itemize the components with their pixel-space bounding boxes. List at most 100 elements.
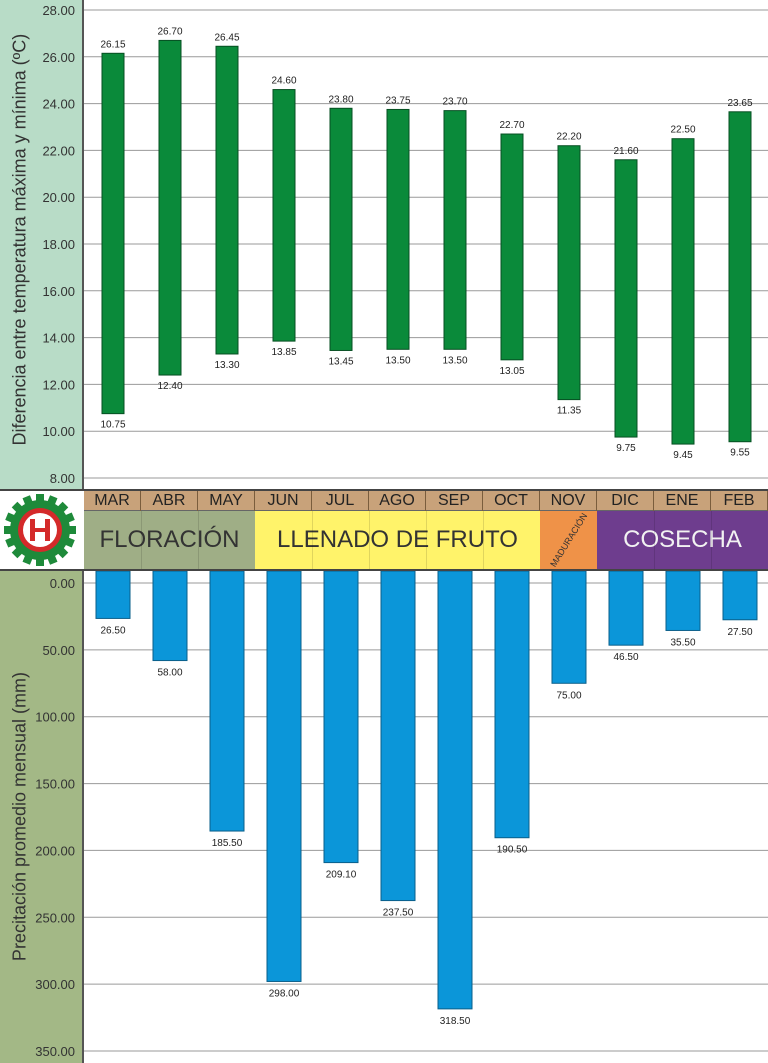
precip-value-label: 190.50: [497, 845, 528, 856]
temp-range-bar: [272, 89, 296, 342]
precipitation-chart: 0.00 50.00 100.00 150.00 200.00 250.00 300.00 3…: [35, 571, 768, 1059]
precip-bar: [494, 571, 530, 839]
month-label: AGO: [369, 491, 426, 511]
y-tick-label: 16.00: [42, 284, 75, 299]
precip-bar: [266, 571, 302, 982]
month-divider: [426, 511, 427, 569]
temp-max-label: 23.65: [727, 98, 752, 109]
months-row: MAR ABR MAY JUN JUL AGO SEP OCT NOV DIC ENE FEB: [84, 489, 768, 511]
y-tick-label: 350.00: [35, 1044, 75, 1059]
y-tick-label: 100.00: [35, 710, 75, 725]
phase-label: COSECHA: [597, 511, 768, 569]
precip-bar: [551, 571, 587, 684]
temp-max-label: 22.50: [670, 125, 695, 136]
month-label: ENE: [654, 491, 711, 511]
temp-max-label: 26.70: [157, 26, 182, 37]
temp-range-bar: [443, 110, 467, 350]
precip-value-label: 209.10: [326, 870, 357, 881]
precip-value-label: 58.00: [157, 668, 182, 679]
month-label: DIC: [597, 491, 654, 511]
y-tick-label: 250.00: [35, 910, 75, 925]
temperature-axis-panel: Diferencia entre temperatura máxima y mí…: [0, 0, 84, 489]
temp-min-label: 13.05: [499, 366, 524, 377]
precip-bar: [608, 571, 644, 646]
month-label: SEP: [426, 491, 483, 511]
phenology-band: MAR ABR MAY JUN JUL AGO SEP OCT NOV DIC ENE FEB FLO…: [0, 489, 768, 571]
month-label: JUN: [255, 491, 312, 511]
temp-range-bar: [215, 45, 239, 355]
y-tick-label: 26.00: [42, 50, 75, 65]
precip-value-label: 46.50: [613, 652, 638, 663]
temp-min-label: 11.35: [557, 406, 582, 417]
month-label: ABR: [141, 491, 198, 511]
precip-bar: [152, 571, 188, 662]
temp-min-label: 13.30: [214, 360, 239, 371]
temp-max-label: 23.80: [328, 94, 353, 105]
phases-row: FLORACIÓN LLENADO DE FRUTO MADURACIÓN COSEC…: [84, 511, 768, 571]
precip-bar: [380, 571, 416, 902]
temp-max-label: 23.75: [385, 95, 410, 106]
y-tick-label: 28.00: [42, 3, 75, 18]
month-label: FEB: [711, 491, 768, 511]
month-divider: [198, 511, 199, 569]
phase-label: LLENADO DE FRUTO: [255, 511, 540, 569]
precip-value-label: 318.50: [440, 1016, 471, 1027]
y-tick-label: 20.00: [42, 190, 75, 205]
y-tick-label: 50.00: [42, 643, 75, 658]
month-divider: [312, 511, 313, 569]
month-label: MAY: [198, 491, 255, 511]
precip-value-label: 75.00: [556, 690, 581, 701]
temp-max-label: 26.15: [100, 39, 125, 50]
month-divider: [711, 511, 712, 569]
temperature-range-chart: 8.00 10.00 12.00 14.00 16.00 18.00 20.00 22.00 2…: [42, 3, 768, 486]
phase-label: MADURACIÓN: [540, 511, 597, 569]
precipitation-axis-panel: [0, 571, 84, 1063]
temp-range-bar: [557, 145, 581, 401]
month-divider: [369, 511, 370, 569]
y-tick-label: 24.00: [42, 97, 75, 112]
temp-max-label: 21.60: [613, 146, 638, 157]
temp-min-label: 9.75: [616, 443, 636, 454]
precip-value-label: 26.50: [100, 625, 125, 636]
temp-max-label: 26.45: [214, 32, 239, 43]
precip-value-label: 185.50: [212, 838, 243, 849]
temp-min-label: 12.40: [157, 381, 182, 392]
temp-min-label: 9.55: [730, 448, 750, 459]
precip-value-label: 35.50: [670, 637, 695, 648]
month-label: JUL: [312, 491, 369, 511]
temp-range-bar: [728, 111, 752, 443]
temp-max-label: 24.60: [271, 76, 296, 87]
month-label: OCT: [483, 491, 540, 511]
month-divider: [141, 511, 142, 569]
y-tick-label: 14.00: [42, 331, 75, 346]
temp-range-bar: [614, 159, 638, 438]
y-tick-label: 12.00: [42, 377, 75, 392]
precip-bar: [437, 571, 473, 1010]
gear-emblem-icon: [4, 494, 76, 566]
y-tick-label: 18.00: [42, 237, 75, 252]
month-divider: [654, 511, 655, 569]
y-tick-label: 22.00: [42, 143, 75, 158]
y-tick-label: 150.00: [35, 777, 75, 792]
precip-bar: [722, 571, 758, 621]
precip-bar: [95, 571, 131, 619]
precip-bar: [209, 571, 245, 832]
month-divider: [483, 511, 484, 569]
precip-bar: [323, 571, 359, 864]
temp-min-label: 13.45: [328, 356, 353, 367]
temp-min-label: 10.75: [100, 420, 125, 431]
precip-value-label: 237.50: [383, 908, 414, 919]
temp-range-bar: [329, 107, 353, 351]
temp-max-label: 22.70: [499, 120, 524, 131]
temp-min-label: 13.50: [385, 355, 410, 366]
temp-min-label: 9.45: [673, 450, 693, 461]
temp-min-label: 13.50: [442, 355, 467, 366]
temp-min-label: 13.85: [271, 347, 296, 358]
y-tick-label: 0.00: [50, 576, 75, 591]
phase-label: FLORACIÓN: [84, 511, 255, 569]
precip-value-label: 298.00: [269, 988, 300, 999]
temp-max-label: 22.20: [556, 132, 581, 143]
logo: [0, 489, 84, 571]
y-tick-label: 8.00: [50, 471, 75, 486]
